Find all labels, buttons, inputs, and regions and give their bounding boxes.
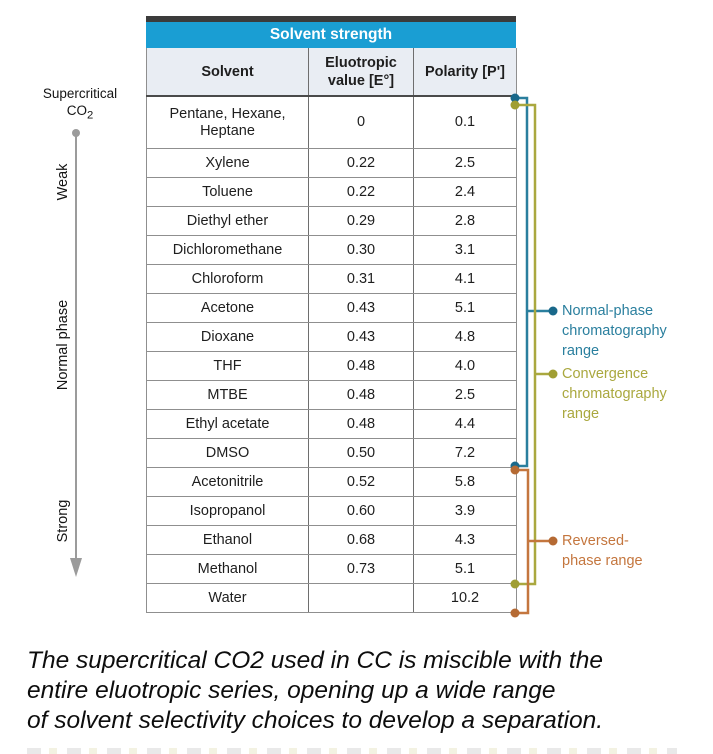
polarity-cell: 4.3 xyxy=(413,525,517,555)
eluotropic-cell: 0.22 xyxy=(308,177,414,207)
table-row: Ethyl acetate 0.48 4.4 xyxy=(146,409,517,439)
axis-label-normal-phase: Normal phase xyxy=(55,299,71,391)
eluotropic-cell: 0.48 xyxy=(308,351,414,381)
axis-label-weak: Weak xyxy=(55,163,71,201)
col-header-eluotropic-value: Eluotropic value [E°] xyxy=(308,48,414,97)
axis-label-strong: Strong xyxy=(55,499,71,543)
solvent-cell: Water xyxy=(146,583,309,613)
co2-text: CO2 xyxy=(66,103,94,122)
table-row: Water 10.2 xyxy=(146,583,517,613)
polarity-cell: 0.1 xyxy=(413,96,517,149)
eluotropic-cell: 0.60 xyxy=(308,496,414,526)
polarity-cell: 2.5 xyxy=(413,380,517,410)
table-row: Methanol 0.73 5.1 xyxy=(146,554,517,584)
eluotropic-cell: 0.43 xyxy=(308,293,414,323)
solvent-cell: Methanol xyxy=(146,554,309,584)
eluotropic-cell: 0.48 xyxy=(308,380,414,410)
polarity-cell: 3.9 xyxy=(413,496,517,526)
eluotropic-cell: 0.52 xyxy=(308,467,414,497)
polarity-cell: 2.8 xyxy=(413,206,517,236)
col-header-polarity: Polarity [P'] xyxy=(413,48,517,97)
table-row: Acetone 0.43 5.1 xyxy=(146,293,517,323)
solvent-cell: Dichloromethane xyxy=(146,235,309,265)
normal-phase-label-dot xyxy=(548,306,558,316)
table-row: Ethanol 0.68 4.3 xyxy=(146,525,517,555)
table-row: Isopropanol 0.60 3.9 xyxy=(146,496,517,526)
normal-phase-range-label: Normal-phase chromatography range xyxy=(562,303,667,359)
solvent-strength-table: Solvent strength Solvent Eluotropic valu… xyxy=(146,16,517,613)
caption-line-1: The supercritical CO2 used in CC is misc… xyxy=(27,647,603,674)
table-row: Chloroform 0.31 4.1 xyxy=(146,264,517,294)
solvent-cell: Acetone xyxy=(146,293,309,323)
table-row: Diethyl ether 0.29 2.8 xyxy=(146,206,517,236)
polarity-cell: 4.1 xyxy=(413,264,517,294)
reversed-phase-range-label: Reversed- phase range xyxy=(562,533,643,569)
eluotropic-cell: 0.68 xyxy=(308,525,414,555)
polarity-cell: 4.4 xyxy=(413,409,517,439)
caption-line-2: entire eluotropic series, opening up a w… xyxy=(27,677,556,704)
eluotropic-cell: 0.48 xyxy=(308,409,414,439)
polarity-cell: 2.4 xyxy=(413,177,517,207)
table-row: THF 0.48 4.0 xyxy=(146,351,517,381)
table-title: Solvent strength xyxy=(146,22,516,48)
eluotropic-cell: 0.50 xyxy=(308,438,414,468)
solvent-cell: MTBE xyxy=(146,380,309,410)
eluotropic-cell: 0.22 xyxy=(308,148,414,178)
caption-line-3: of solvent selectivity choices to develo… xyxy=(27,707,604,734)
cropped-text-remnant xyxy=(27,748,677,754)
eluotropic-cell: 0.31 xyxy=(308,264,414,294)
eluotropic-cell xyxy=(308,583,414,613)
table-row: DMSO 0.50 7.2 xyxy=(146,438,517,468)
solvent-cell: Chloroform xyxy=(146,264,309,294)
table-row: Xylene 0.22 2.5 xyxy=(146,148,517,178)
solvent-cell: Dioxane xyxy=(146,322,309,352)
col-header-solvent: Solvent xyxy=(146,48,309,97)
polarity-cell: 4.0 xyxy=(413,351,517,381)
table-row: Toluene 0.22 2.4 xyxy=(146,177,517,207)
polarity-cell: 5.1 xyxy=(413,554,517,584)
header-row: Solvent Eluotropic value [E°] Polarity [… xyxy=(146,48,517,97)
table-row: Pentane, Hexane, Heptane 0 0.1 xyxy=(146,96,517,149)
solvent-cell: THF xyxy=(146,351,309,381)
axis-start-dot xyxy=(72,129,80,137)
supercritical-text: Supercritical xyxy=(42,86,118,101)
solvent-cell: Toluene xyxy=(146,177,309,207)
strength-arrowhead-icon xyxy=(70,558,82,577)
solvent-cell: Ethanol xyxy=(146,525,309,555)
eluotropic-cell: 0.30 xyxy=(308,235,414,265)
solvent-cell: Diethyl ether xyxy=(146,206,309,236)
table-row: Dichloromethane 0.30 3.1 xyxy=(146,235,517,265)
polarity-cell: 5.1 xyxy=(413,293,517,323)
table-row: Acetonitrile 0.52 5.8 xyxy=(146,467,517,497)
polarity-cell: 7.2 xyxy=(413,438,517,468)
convergence-label-dot xyxy=(548,369,558,379)
solvent-cell: DMSO xyxy=(146,438,309,468)
eluotropic-cell: 0.43 xyxy=(308,322,414,352)
solvent-cell: Pentane, Hexane, Heptane xyxy=(146,96,309,149)
polarity-cell: 2.5 xyxy=(413,148,517,178)
eluotropic-cell: 0 xyxy=(308,96,414,149)
table-row: Dioxane 0.43 4.8 xyxy=(146,322,517,352)
polarity-cell: 10.2 xyxy=(413,583,517,613)
solvent-cell: Acetonitrile xyxy=(146,467,309,497)
convergence-range-label: Convergence chromatography range xyxy=(562,366,667,422)
figure-caption: The supercritical CO2 used in CC is misc… xyxy=(27,646,692,736)
solvent-cell: Ethyl acetate xyxy=(146,409,309,439)
solvent-cell: Isopropanol xyxy=(146,496,309,526)
reversed-phase-label-dot xyxy=(548,536,558,546)
solvent-cell: Xylene xyxy=(146,148,309,178)
supercritical-co2-label: Supercritical CO2 xyxy=(28,85,132,125)
table-top-border xyxy=(146,16,516,22)
polarity-cell: 3.1 xyxy=(413,235,517,265)
eluotropic-cell: 0.73 xyxy=(308,554,414,584)
convergence-bracket xyxy=(515,103,537,586)
table-row: MTBE 0.48 2.5 xyxy=(146,380,517,410)
eluotropic-cell: 0.29 xyxy=(308,206,414,236)
polarity-cell: 4.8 xyxy=(413,322,517,352)
polarity-cell: 5.8 xyxy=(413,467,517,497)
